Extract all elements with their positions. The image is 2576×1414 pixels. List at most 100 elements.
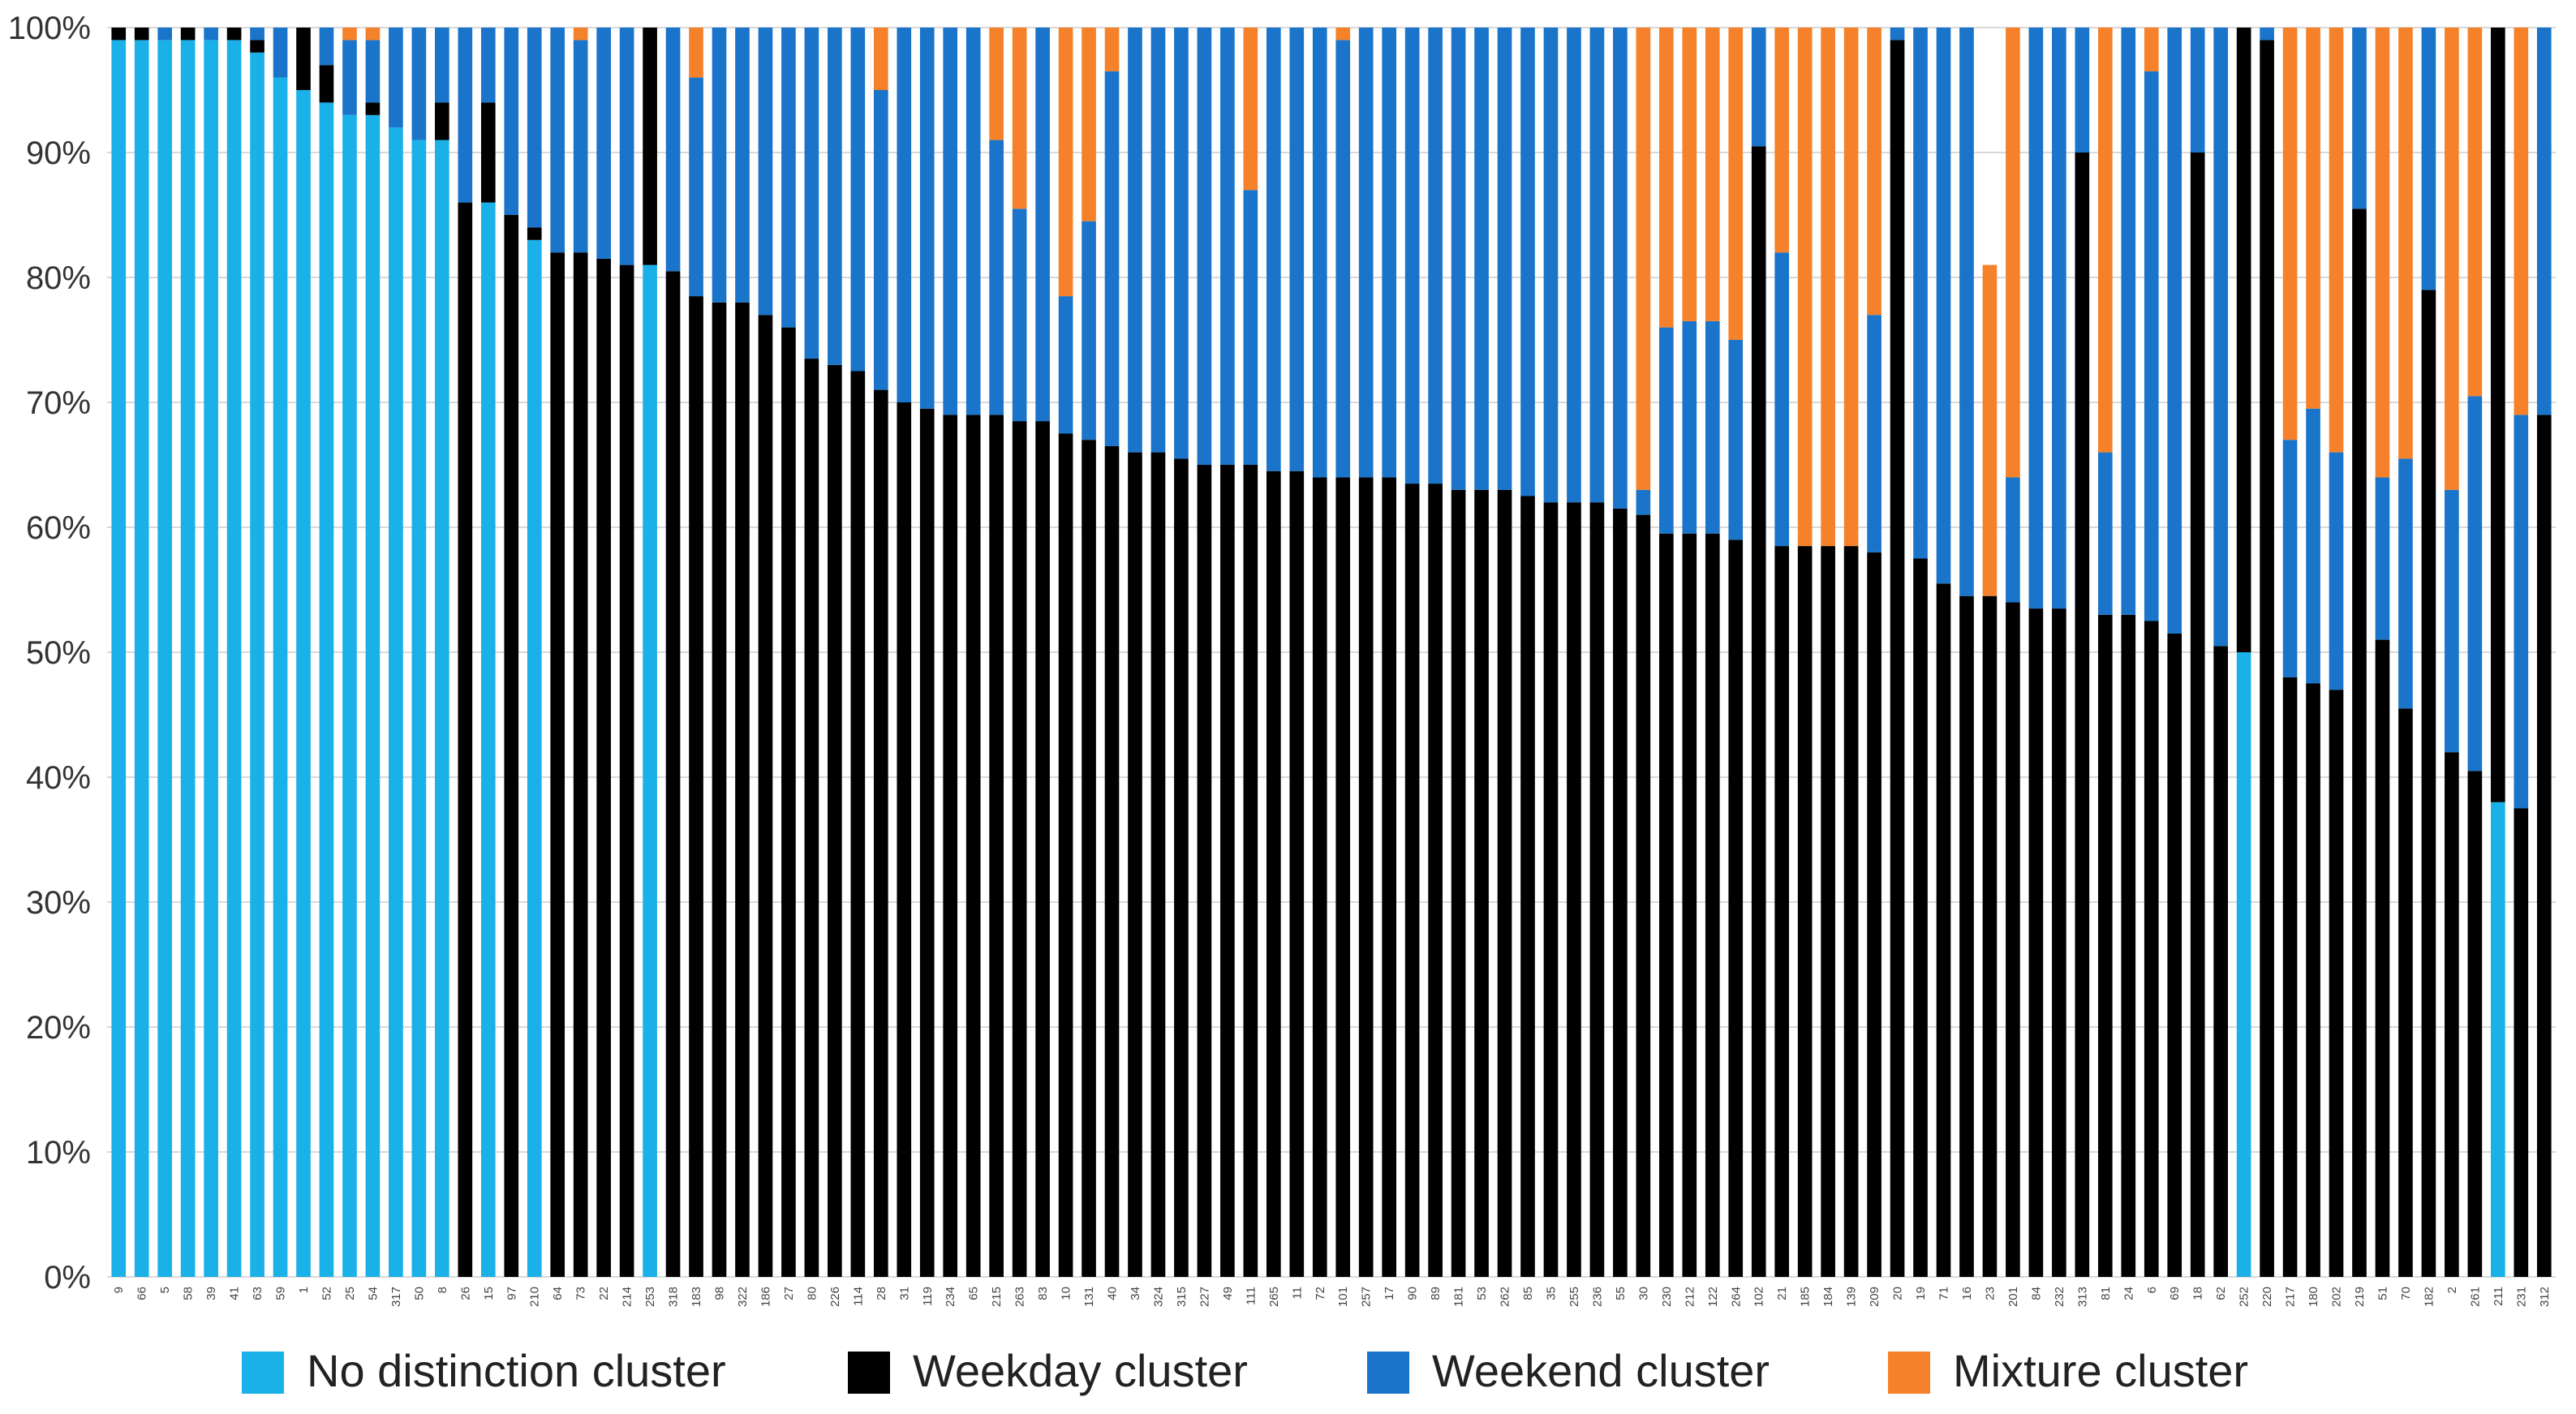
bar-segment (735, 302, 750, 1277)
x-tick-label: 255 (1568, 1287, 1581, 1307)
bar-segment (1082, 221, 1096, 441)
bar-segment (1058, 28, 1073, 297)
bar-segment (873, 28, 888, 90)
x-tick-label: 312 (2538, 1287, 2552, 1307)
x-tick-label: 71 (1937, 1287, 1951, 1300)
bar-segment (1867, 315, 1881, 552)
bar-segment (2097, 28, 2113, 453)
bar-segment (2144, 621, 2159, 1277)
x-tick-label: 122 (1706, 1287, 1720, 1307)
x-tick-label: 31 (897, 1287, 911, 1300)
bar-segment (2375, 639, 2390, 1277)
bar-segment (1289, 28, 1305, 471)
x-tick-label: 34 (1129, 1287, 1142, 1300)
bar-segment (296, 90, 311, 1277)
x-tick-label: 21 (1775, 1287, 1789, 1300)
x-tick-label: 322 (736, 1287, 750, 1307)
bar-segment (1867, 28, 1881, 316)
x-tick-label: 70 (2399, 1287, 2413, 1300)
bar-segment (1728, 539, 1744, 1277)
bar-segment (1220, 465, 1235, 1277)
x-tick-label: 51 (2376, 1287, 2389, 1300)
bar-segment (157, 28, 172, 41)
bar-segment (1774, 546, 1790, 1277)
bar-segment (1751, 28, 1766, 147)
y-tick-label: 40% (26, 760, 91, 796)
y-tick-label: 20% (26, 1010, 91, 1046)
bar-segment (1959, 28, 1974, 596)
x-tick-label: 73 (574, 1287, 588, 1300)
x-tick-label: 119 (921, 1287, 935, 1306)
bar-segment (319, 28, 334, 66)
bar-segment (250, 40, 264, 53)
bar-segment (134, 40, 149, 1277)
x-tick-label: 232 (2053, 1287, 2066, 1307)
x-tick-label: 97 (505, 1287, 518, 1300)
bar-segment (2075, 28, 2090, 153)
bar-segment (1012, 28, 1027, 209)
legend: No distinction cluster Weekday cluster W… (0, 1314, 2576, 1396)
bar-segment (480, 28, 496, 103)
bar-segment (1705, 28, 1720, 321)
bar-segment (342, 28, 357, 41)
x-tick-label: 50 (412, 1287, 426, 1300)
bar-segment (573, 28, 588, 41)
bar-segment (1243, 28, 1258, 191)
bar-segment (1312, 28, 1327, 478)
bar-segment (1543, 28, 1559, 503)
bar-segment (296, 28, 311, 90)
x-tick-label: 181 (1452, 1287, 1466, 1307)
gridlines (107, 27, 2556, 1278)
bar-segment (435, 140, 449, 1278)
x-tick-label: 26 (458, 1287, 472, 1300)
bar-segment (480, 202, 496, 1278)
bar-segment (2467, 771, 2483, 1277)
bar-segment (134, 28, 149, 41)
bar-segment (665, 271, 681, 1277)
bar-segment (1659, 327, 1674, 534)
bar-segment (1312, 477, 1327, 1277)
bar-segment (2144, 71, 2159, 621)
x-tick-label: 262 (1499, 1287, 1512, 1307)
bar-segment (1150, 452, 1166, 1277)
bar-segment (2329, 452, 2344, 690)
x-tick-label: 131 (1082, 1287, 1096, 1307)
x-tick-label: 212 (1683, 1287, 1697, 1307)
x-tick-label: 252 (2238, 1287, 2251, 1307)
x-tick-label: 98 (713, 1287, 727, 1300)
bar-segment (828, 28, 842, 365)
bar-segment (157, 40, 172, 1277)
bar-segment (1636, 489, 1651, 515)
weekend-swatch-icon (1367, 1352, 1409, 1394)
bar-segment (919, 28, 935, 409)
bar-segment (1751, 146, 1766, 1277)
bar-segment (619, 28, 634, 265)
x-tick-label: 35 (1544, 1287, 1558, 1300)
x-tick-label: 8 (436, 1287, 449, 1293)
x-axis-ticks: 9 66 5 58 39 41 63 59 1 52 25 54 317 50 8 26 15 97 210 64 73… (112, 1287, 2552, 1307)
bar-segment (1266, 28, 1281, 471)
bar-segment (1705, 320, 1720, 534)
bar-segment (204, 40, 218, 1277)
bar-segment (873, 90, 888, 390)
x-tick-label: 211 (2492, 1287, 2505, 1306)
x-tick-label: 39 (204, 1287, 218, 1300)
bar-segment (1289, 471, 1305, 1277)
x-tick-label: 58 (182, 1287, 196, 1300)
bar-segment (2421, 290, 2436, 1277)
bar-segment (435, 102, 449, 140)
bar-segment (2514, 808, 2529, 1277)
bar-segment (1589, 502, 1605, 1277)
x-tick-label: 227 (1198, 1287, 1211, 1307)
bar-segment (2213, 28, 2228, 647)
x-tick-label: 11 (1290, 1287, 1304, 1300)
legend-label-weekday: Weekday cluster (913, 1345, 1248, 1396)
x-tick-label: 55 (1614, 1287, 1628, 1300)
y-tick-label: 70% (26, 385, 91, 421)
bar-segment (458, 202, 473, 1278)
bar-segment (2097, 614, 2113, 1277)
x-tick-label: 231 (2514, 1287, 2528, 1307)
bar-segment (989, 415, 1004, 1277)
bar-segment (2329, 28, 2344, 453)
bar-segment (1358, 28, 1374, 478)
